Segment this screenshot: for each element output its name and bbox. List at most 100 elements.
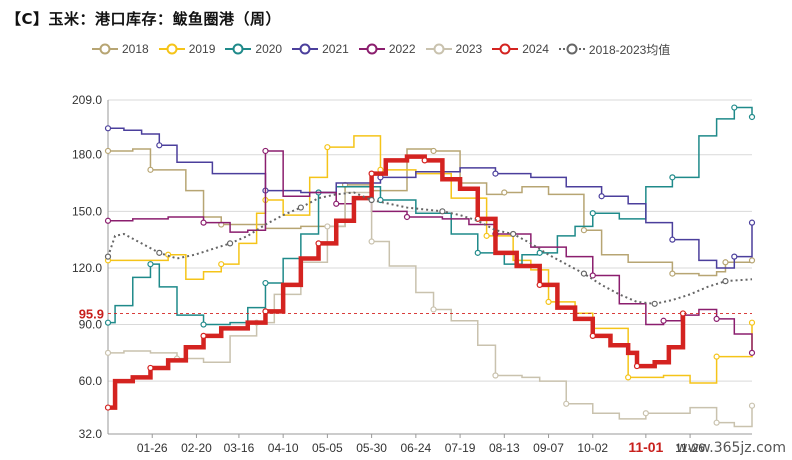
x-tick-label: 04-10 bbox=[268, 441, 299, 455]
data-point bbox=[642, 410, 649, 417]
data-point bbox=[156, 249, 163, 256]
legend-swatch-icon bbox=[158, 43, 185, 55]
data-point bbox=[492, 372, 499, 379]
y-tick-label: 120.0 bbox=[72, 261, 102, 275]
data-point bbox=[625, 374, 632, 381]
x-tick-label: 11-01 bbox=[628, 439, 663, 455]
legend-label: 2023 bbox=[455, 42, 483, 56]
legend-swatch-icon bbox=[558, 43, 585, 55]
data-point bbox=[651, 300, 658, 307]
data-point bbox=[147, 261, 154, 268]
x-tick-label: 05-05 bbox=[312, 441, 343, 455]
x-tick-label: 01-26 bbox=[137, 441, 168, 455]
series-line-2018-2023均值 bbox=[107, 191, 753, 305]
legend-swatch-icon bbox=[492, 43, 519, 55]
data-point bbox=[660, 317, 667, 324]
legend-item-2020[interactable]: 2020 bbox=[225, 42, 282, 56]
data-point bbox=[536, 281, 543, 289]
legend-item-2018[interactable]: 2018 bbox=[92, 42, 149, 56]
x-tick-label: 02-20 bbox=[181, 441, 212, 455]
data-point bbox=[748, 219, 756, 226]
data-point bbox=[147, 364, 154, 372]
x-tick-label: 03-16 bbox=[224, 441, 255, 455]
data-point bbox=[722, 278, 729, 285]
legend-item-2019[interactable]: 2019 bbox=[158, 42, 216, 56]
legend-swatch-icon bbox=[292, 43, 319, 55]
data-point bbox=[589, 332, 596, 339]
data-point bbox=[669, 174, 676, 181]
legend-item-2024[interactable]: 2024 bbox=[492, 42, 549, 56]
data-point bbox=[439, 208, 446, 215]
legend-swatch-icon bbox=[92, 43, 118, 55]
y-tick-label: 180.0 bbox=[72, 148, 102, 162]
legend-label: 2022 bbox=[388, 42, 416, 56]
data-point bbox=[748, 349, 756, 356]
data-point bbox=[731, 253, 738, 260]
data-point bbox=[536, 249, 543, 256]
data-point bbox=[731, 104, 738, 111]
data-point bbox=[722, 259, 729, 266]
data-point bbox=[368, 196, 375, 204]
x-tick-label: 11-26 bbox=[675, 441, 705, 455]
data-point bbox=[262, 279, 269, 287]
legend-item-2018-2023均值[interactable]: 2018-2023均值 bbox=[558, 41, 671, 58]
data-point bbox=[200, 332, 207, 339]
data-point bbox=[200, 219, 207, 226]
x-tick-label: 07-19 bbox=[445, 441, 476, 455]
data-point bbox=[368, 238, 375, 245]
data-point bbox=[545, 298, 552, 306]
data-point bbox=[368, 170, 375, 177]
data-point bbox=[104, 125, 112, 132]
x-tick-label: 06-24 bbox=[400, 441, 431, 455]
data-point bbox=[474, 249, 481, 256]
x-tick-label: 09-07 bbox=[533, 441, 564, 455]
data-point bbox=[104, 319, 112, 326]
data-point bbox=[315, 240, 322, 247]
data-point bbox=[748, 319, 756, 326]
data-point bbox=[147, 166, 154, 173]
legend-item-2023[interactable]: 2023 bbox=[425, 42, 483, 56]
y-tick-label: 32.0 bbox=[79, 427, 103, 441]
data-point bbox=[104, 253, 112, 260]
legend-swatch-icon bbox=[358, 43, 385, 55]
x-tick-label: 10-02 bbox=[577, 441, 608, 455]
data-point bbox=[421, 157, 428, 164]
legend-label: 2019 bbox=[188, 42, 216, 56]
data-point bbox=[156, 142, 163, 149]
legend-label: 2020 bbox=[255, 42, 283, 56]
last-value-label: 95.9 bbox=[79, 306, 104, 321]
data-point bbox=[200, 321, 207, 328]
data-point bbox=[713, 315, 720, 322]
legend-label: 2021 bbox=[322, 42, 349, 56]
legend-item-2022[interactable]: 2022 bbox=[358, 42, 416, 56]
page-title: 【C】玉米：港口库存：鲅鱼圈港（周） bbox=[6, 10, 282, 28]
data-point bbox=[713, 353, 720, 360]
data-point bbox=[226, 240, 234, 247]
data-point bbox=[297, 204, 304, 211]
data-point bbox=[748, 402, 756, 409]
y-tick-label: 90.0 bbox=[79, 318, 103, 332]
legend-label: 2024 bbox=[522, 42, 549, 56]
data-point bbox=[483, 232, 490, 239]
data-point bbox=[377, 196, 384, 204]
y-tick-label: 150.0 bbox=[72, 204, 102, 218]
x-tick-label: 08-13 bbox=[489, 441, 520, 455]
data-point bbox=[430, 147, 437, 155]
data-point bbox=[748, 257, 756, 264]
legend-item-2021[interactable]: 2021 bbox=[292, 42, 349, 56]
series-line-2024 bbox=[108, 154, 686, 410]
legend-label: 2018 bbox=[122, 42, 149, 56]
data-point bbox=[104, 404, 112, 411]
data-point bbox=[669, 236, 676, 243]
series-line-2020 bbox=[108, 106, 753, 326]
data-point bbox=[430, 306, 437, 313]
data-point bbox=[510, 230, 517, 238]
y-tick-label: 209.0 bbox=[72, 93, 102, 107]
data-point bbox=[403, 213, 411, 221]
legend-label: 2018-2023均值 bbox=[588, 42, 671, 57]
series-line-2021 bbox=[108, 127, 753, 269]
data-point bbox=[262, 308, 269, 315]
data-point bbox=[589, 272, 596, 279]
y-tick-label: 60.0 bbox=[79, 374, 103, 388]
